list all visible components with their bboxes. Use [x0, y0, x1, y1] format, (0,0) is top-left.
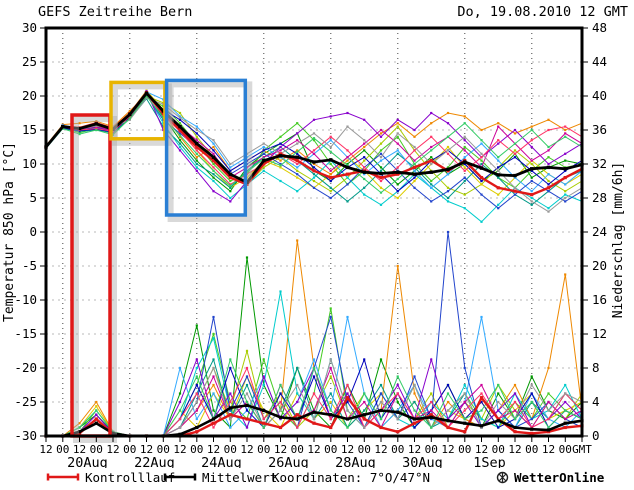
svg-text:30Aug: 30Aug: [402, 455, 443, 468]
svg-text:22Aug: 22Aug: [134, 455, 175, 468]
svg-text:0: 0: [592, 428, 600, 443]
svg-text:28Aug: 28Aug: [335, 455, 376, 468]
svg-text:12: 12: [106, 443, 119, 456]
svg-text:-25: -25: [14, 394, 37, 409]
svg-text:20: 20: [22, 88, 37, 103]
wetteronline-logo-icon: [496, 471, 509, 483]
svg-text:00: 00: [224, 443, 237, 456]
svg-text:30: 30: [22, 20, 37, 35]
svg-text:20: 20: [592, 258, 607, 273]
svg-text:Temperatur 850 hPa [°C]: Temperatur 850 hPa [°C]: [2, 142, 17, 322]
svg-text:40: 40: [592, 88, 607, 103]
svg-text:00: 00: [425, 443, 438, 456]
svg-text:24: 24: [592, 224, 607, 239]
svg-text:00: 00: [391, 443, 404, 456]
svg-text:26Aug: 26Aug: [268, 455, 309, 468]
svg-text:5: 5: [29, 190, 37, 205]
svg-text:00: 00: [358, 443, 371, 456]
svg-text:00: 00: [123, 443, 136, 456]
svg-text:12: 12: [73, 443, 86, 456]
svg-text:Niederschlag [mm/6h]: Niederschlag [mm/6h]: [611, 162, 626, 319]
svg-text:48: 48: [592, 20, 607, 35]
svg-text:15: 15: [22, 122, 37, 137]
legend-mean-label: Mittelwert: [202, 469, 278, 485]
svg-text:12: 12: [508, 443, 521, 456]
svg-text:12: 12: [274, 443, 287, 456]
svg-text:16: 16: [592, 292, 607, 307]
svg-text:32: 32: [592, 156, 607, 171]
svg-text:20Aug: 20Aug: [67, 455, 108, 468]
svg-text:12: 12: [441, 443, 454, 456]
svg-text:00: 00: [525, 443, 538, 456]
x-axis: 12 00 12 00 12 00 12 00 12 00 12 00 12 00 12 00 12 00 12 00…: [39, 436, 592, 468]
svg-text:12: 12: [475, 443, 488, 456]
svg-text:12: 12: [592, 326, 607, 341]
svg-text:-20: -20: [14, 360, 37, 375]
svg-text:12: 12: [39, 443, 52, 456]
svg-text:00: 00: [257, 443, 270, 456]
svg-text:28: 28: [592, 190, 607, 205]
svg-text:10: 10: [22, 156, 37, 171]
svg-text:-5: -5: [22, 258, 37, 273]
brand-label: WetterOnline: [514, 469, 605, 485]
legend-control-label: Kontrolllauf: [85, 469, 176, 485]
svg-text:-15: -15: [14, 326, 37, 341]
mean-line-icon: [163, 473, 197, 481]
svg-text:00: 00: [492, 443, 505, 456]
brand: WetterOnline: [496, 468, 604, 486]
svg-text:12: 12: [307, 443, 320, 456]
control-run-line-icon: [46, 473, 80, 481]
svg-text:00: 00: [324, 443, 337, 456]
svg-text:36: 36: [592, 122, 607, 137]
temperature-series: [44, 89, 584, 223]
chart-title: GEFS Zeitreihe Bern: [38, 4, 193, 20]
svg-text:00: 00: [458, 443, 471, 456]
svg-text:25: 25: [22, 54, 37, 69]
svg-text:12: 12: [207, 443, 220, 456]
svg-text:12: 12: [140, 443, 153, 456]
svg-text:00: 00: [559, 443, 572, 456]
title-bar: GEFS Zeitreihe Bern Do, 19.08.2010 12 GM…: [0, 0, 634, 22]
svg-text:00: 00: [157, 443, 170, 456]
svg-text:00: 00: [291, 443, 304, 456]
svg-text:12: 12: [240, 443, 253, 456]
svg-text:0: 0: [29, 224, 37, 239]
svg-text:8: 8: [592, 360, 600, 375]
legend-bar: Kontrolllauf Mittelwert Koordinaten: 7°O…: [0, 468, 634, 490]
meteogram-plot: 12 00 12 00 12 00 12 00 12 00 12 00 12 00 12 00 12 00 12 00…: [2, 20, 626, 468]
svg-text:44: 44: [592, 54, 607, 69]
svg-text:-10: -10: [14, 292, 37, 307]
svg-text:12: 12: [374, 443, 387, 456]
run-datetime: Do, 19.08.2010 12 GMT: [457, 4, 628, 20]
svg-text:GMT: GMT: [572, 443, 592, 456]
svg-text:4: 4: [592, 394, 600, 409]
left-axis: -30 -25 -20 -15 -10 -5 0 5 10 15 20 25 30 Temperatur …: [2, 20, 46, 443]
svg-text:12: 12: [542, 443, 555, 456]
legend-control-run: Kontrolllauf: [46, 468, 175, 486]
legend-mean: Mittelwert: [163, 468, 277, 486]
legend-coordinates: Koordinaten: 7°O/47°N: [272, 468, 430, 486]
svg-text:00: 00: [90, 443, 103, 456]
svg-text:1Sep: 1Sep: [473, 455, 506, 468]
svg-text:12: 12: [341, 443, 354, 456]
svg-text:-30: -30: [14, 428, 37, 443]
svg-text:12: 12: [408, 443, 421, 456]
coordinates-label: Koordinaten: 7°O/47°N: [272, 469, 431, 485]
svg-text:00: 00: [56, 443, 69, 456]
svg-text:12: 12: [173, 443, 186, 456]
highlight-box-blue: [164, 78, 253, 223]
svg-text:00: 00: [190, 443, 203, 456]
svg-text:24Aug: 24Aug: [201, 455, 242, 468]
